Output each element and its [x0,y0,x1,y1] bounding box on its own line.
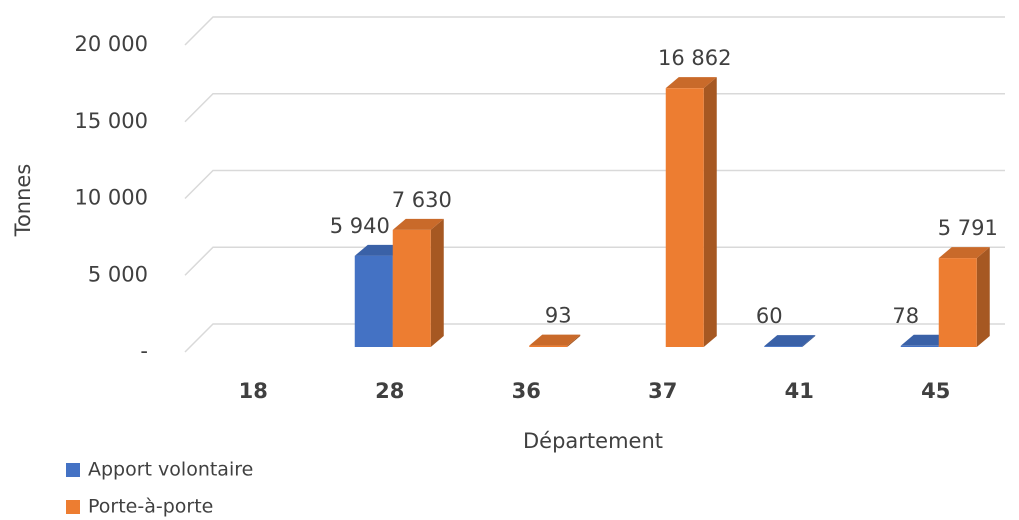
y-tick-label: 10 000 [75,186,148,210]
grid-line [184,323,1005,353]
x-tick-label: 18 [239,379,268,403]
bar [392,229,431,347]
y-axis-title: Tonnes [11,164,35,238]
y-tick-label: 15 000 [75,109,148,133]
legend-swatch [66,463,80,477]
data-label: 78 [892,304,919,328]
bar [764,346,803,347]
y-tick-label: 5 000 [88,262,148,286]
x-axis-title: Département [523,429,663,453]
legend-swatch [66,500,80,514]
x-tick-label: 36 [512,379,541,403]
y-tick-label: - [140,339,148,363]
bar [900,345,939,347]
bar-top [938,247,990,259]
bar-top [529,334,581,346]
bar [354,255,393,347]
x-tick-label: 41 [785,379,814,403]
bar-side [430,218,444,347]
x-tick-label: 45 [921,379,950,403]
data-label: 7 630 [392,188,452,212]
bar-top [665,77,717,89]
data-label: 60 [756,304,783,328]
bar-side [567,334,581,347]
data-label: 5 940 [330,214,390,238]
bar [938,258,977,347]
grid-line [184,16,1005,46]
data-label: 5 791 [938,216,998,240]
grid-line [184,93,1005,123]
bar [665,88,704,347]
legend-label: Apport volontaire [88,459,253,481]
grid-line [184,246,1005,276]
bar [529,345,568,347]
x-tick-label: 37 [648,379,677,403]
bar-side [976,247,990,347]
legend-label: Porte-à-porte [88,496,213,518]
bar-top [764,335,816,347]
data-label: 16 862 [658,46,731,70]
y-tick-label: 20 000 [75,32,148,56]
data-label: 93 [545,304,572,328]
grid-line [184,169,1005,200]
bar-top [392,218,444,230]
x-tick-label: 28 [375,379,404,403]
bar-side [802,335,816,347]
bar-side [703,77,717,347]
